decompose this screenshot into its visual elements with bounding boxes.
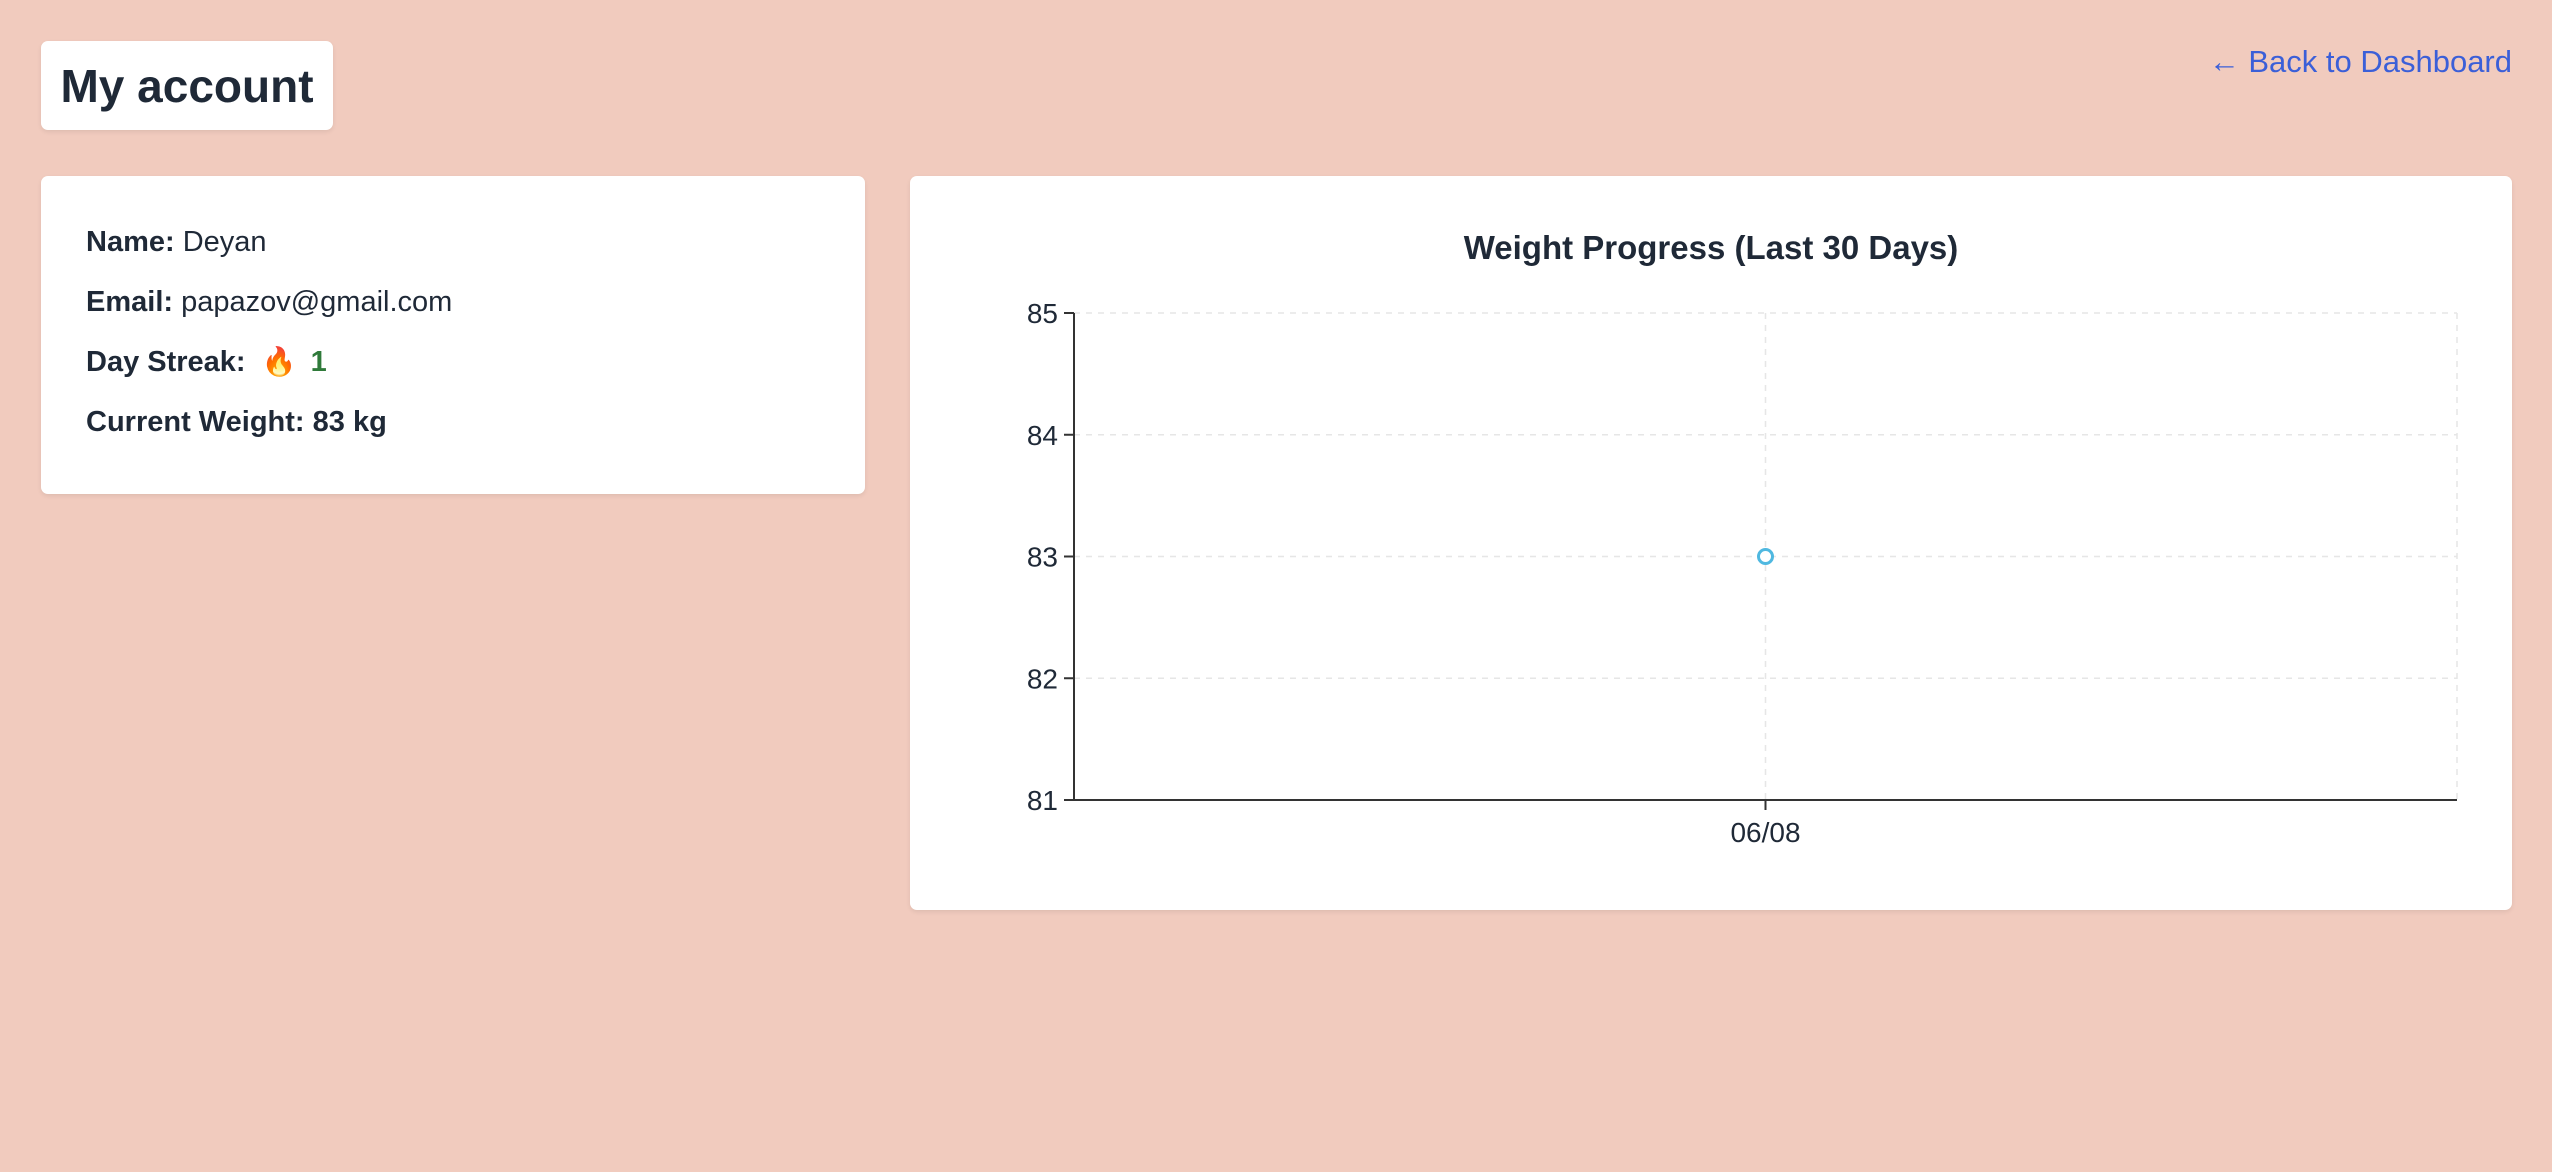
- weight-value: 83 kg: [312, 406, 387, 438]
- page-title: My account: [60, 59, 314, 112]
- y-tick-label: 84: [1027, 420, 1058, 451]
- weight-label: Current Weight:: [86, 406, 305, 438]
- streak-label: Day Streak:: [86, 346, 246, 378]
- y-tick-label: 83: [1027, 542, 1058, 573]
- profile-card: Name: Deyan Email: papazov@gmail.com Day…: [41, 176, 865, 494]
- email-value: papazov@gmail.com: [181, 286, 453, 318]
- y-tick-label: 82: [1027, 663, 1058, 694]
- flame-icon: 🔥: [261, 346, 297, 377]
- streak-count: 1: [310, 346, 327, 378]
- name-value: Deyan: [182, 226, 267, 258]
- page-title-card: My account: [41, 41, 333, 130]
- profile-name-row: Name: Deyan: [86, 224, 820, 260]
- chart-axes: 81 82 83 84 85 06/08: [1027, 298, 2457, 848]
- weight-chart: Weight Progress (Last 30 Days) 818283848…: [1027, 229, 2458, 848]
- chart-marks: [1757, 548, 1774, 565]
- profile-streak-row: Day Streak: 🔥 1: [86, 344, 820, 380]
- y-tick-label: 81: [1027, 785, 1058, 816]
- email-label: Email:: [86, 286, 174, 318]
- x-tick-label: 06/08: [1730, 817, 1800, 848]
- data-point[interactable]: [1757, 548, 1774, 565]
- y-tick-label: 85: [1027, 298, 1058, 329]
- profile-email-row: Email: papazov@gmail.com: [86, 284, 820, 320]
- back-to-dashboard-link[interactable]: ← Back to Dashboard: [2208, 44, 2512, 79]
- profile-weight-row: Current Weight: 83 kg: [86, 404, 820, 440]
- chart-title: Weight Progress (Last 30 Days): [1464, 229, 1959, 266]
- name-label: Name:: [86, 226, 175, 258]
- weight-chart-card: Weight Progress (Last 30 Days) 81 82 83 84 8…: [910, 176, 2512, 910]
